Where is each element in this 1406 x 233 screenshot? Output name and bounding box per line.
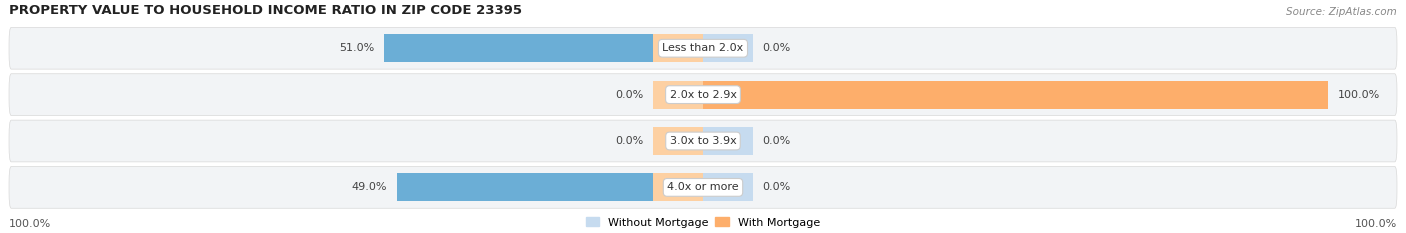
Legend: Without Mortgage, With Mortgage: Without Mortgage, With Mortgage bbox=[582, 213, 824, 232]
Text: 49.0%: 49.0% bbox=[352, 182, 387, 192]
Text: 51.0%: 51.0% bbox=[339, 43, 375, 53]
Text: 0.0%: 0.0% bbox=[762, 136, 790, 146]
Text: 2.0x to 2.9x: 2.0x to 2.9x bbox=[669, 90, 737, 100]
Bar bbox=[703, 127, 754, 155]
Text: 0.0%: 0.0% bbox=[616, 90, 644, 100]
Bar bbox=[384, 34, 703, 62]
Bar bbox=[396, 174, 703, 201]
FancyBboxPatch shape bbox=[8, 120, 1398, 162]
Bar bbox=[652, 127, 703, 155]
Text: 100.0%: 100.0% bbox=[8, 219, 51, 229]
FancyBboxPatch shape bbox=[8, 167, 1398, 208]
Text: Less than 2.0x: Less than 2.0x bbox=[662, 43, 744, 53]
FancyBboxPatch shape bbox=[8, 27, 1398, 69]
Bar bbox=[703, 81, 754, 109]
FancyBboxPatch shape bbox=[8, 74, 1398, 116]
Bar bbox=[703, 34, 754, 62]
Bar bbox=[652, 174, 703, 201]
Text: 4.0x or more: 4.0x or more bbox=[668, 182, 738, 192]
Text: 0.0%: 0.0% bbox=[762, 43, 790, 53]
Bar bbox=[703, 174, 754, 201]
Text: Source: ZipAtlas.com: Source: ZipAtlas.com bbox=[1286, 7, 1398, 17]
Bar bbox=[652, 34, 703, 62]
Text: 0.0%: 0.0% bbox=[762, 182, 790, 192]
Bar bbox=[652, 81, 703, 109]
Text: 100.0%: 100.0% bbox=[1337, 90, 1379, 100]
Text: 0.0%: 0.0% bbox=[616, 136, 644, 146]
Bar bbox=[703, 81, 1329, 109]
Text: 3.0x to 3.9x: 3.0x to 3.9x bbox=[669, 136, 737, 146]
Text: PROPERTY VALUE TO HOUSEHOLD INCOME RATIO IN ZIP CODE 23395: PROPERTY VALUE TO HOUSEHOLD INCOME RATIO… bbox=[8, 4, 522, 17]
Text: 100.0%: 100.0% bbox=[1355, 219, 1398, 229]
